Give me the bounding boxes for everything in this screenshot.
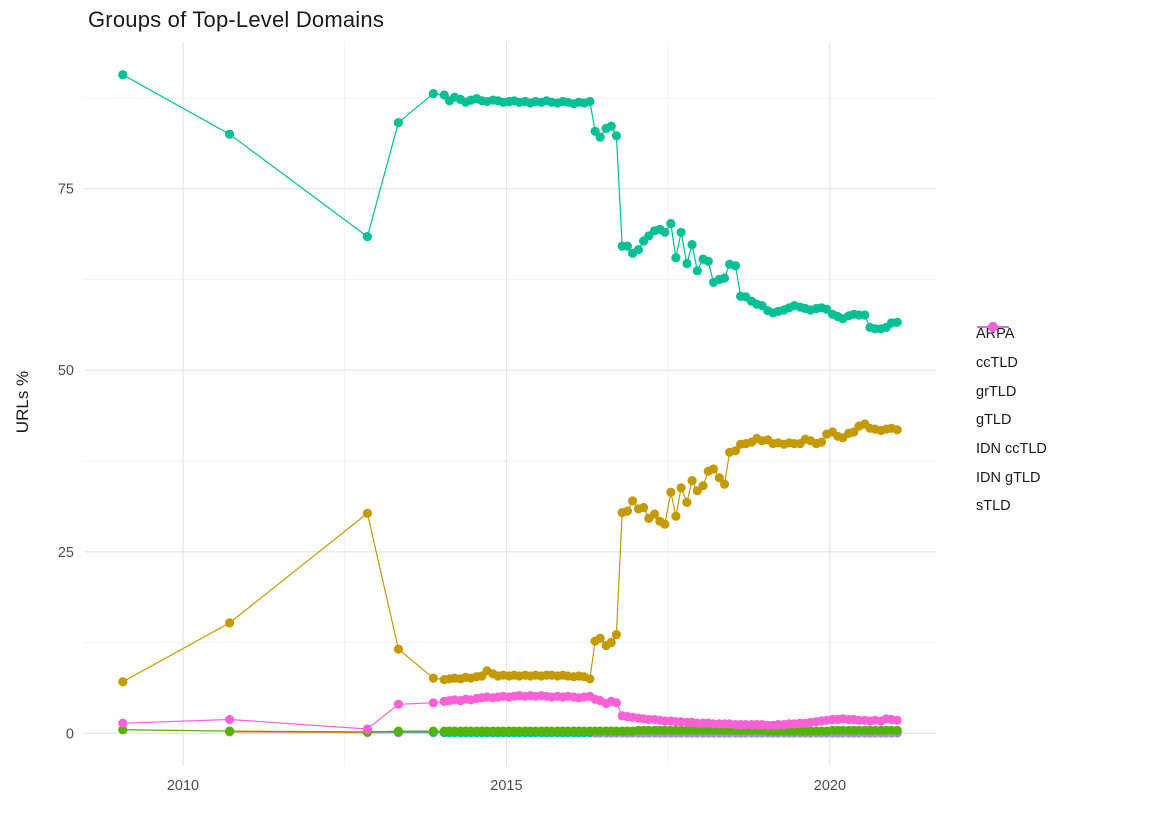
- data-point: [362, 724, 372, 734]
- data-point: [585, 96, 595, 107]
- y-tick-label: 25: [58, 545, 74, 561]
- data-point: [892, 425, 902, 435]
- data-point: [428, 726, 438, 736]
- data-point: [660, 519, 670, 529]
- data-point: [393, 118, 403, 128]
- data-point: [225, 726, 235, 736]
- data-point: [611, 698, 622, 708]
- data-point: [428, 673, 438, 683]
- data-point: [666, 487, 676, 497]
- legend-item-stld: sTLD: [976, 322, 1047, 521]
- data-point: [730, 261, 741, 271]
- x-tick-label: 2010: [167, 778, 199, 794]
- data-point: [682, 497, 692, 507]
- data-point: [362, 508, 372, 518]
- data-point: [714, 473, 724, 483]
- data-point: [698, 481, 708, 491]
- data-point: [606, 637, 616, 648]
- data-point: [428, 89, 438, 99]
- legend-label: IDN ccTLD: [976, 441, 1047, 458]
- data-point: [719, 273, 730, 283]
- data-point: [650, 509, 660, 519]
- data-point: [118, 70, 128, 80]
- data-point: [225, 714, 235, 725]
- legend-label: sTLD: [976, 498, 1011, 515]
- data-point: [639, 502, 649, 513]
- series-line: [122, 423, 898, 683]
- data-point: [860, 310, 870, 320]
- legend-key-point: [988, 322, 998, 332]
- data-point: [730, 446, 741, 456]
- data-point: [687, 476, 697, 486]
- x-tick-label: 2015: [490, 778, 522, 794]
- legend-item-idn-gtld: IDN gTLD: [976, 322, 1047, 492]
- data-point: [585, 674, 595, 684]
- data-point: [682, 258, 692, 269]
- x-tick-label: 2020: [814, 778, 846, 794]
- data-point: [703, 256, 713, 266]
- data-point: [633, 245, 644, 255]
- data-point: [622, 506, 633, 516]
- data-point: [719, 479, 730, 489]
- data-point: [225, 618, 235, 628]
- data-point: [692, 266, 702, 276]
- y-tick-label: 0: [66, 726, 74, 742]
- data-point: [671, 511, 681, 521]
- data-point: [892, 725, 902, 736]
- data-point: [671, 253, 681, 263]
- data-point: [816, 437, 827, 447]
- data-point: [676, 483, 686, 493]
- data-point: [849, 427, 859, 437]
- legend-item-cctld: ccTLD: [976, 322, 1047, 378]
- y-tick-label: 75: [58, 182, 74, 198]
- legend-item-idn-cctld: IDN ccTLD: [976, 322, 1047, 464]
- legend-label: IDN gTLD: [976, 469, 1041, 486]
- data-point: [595, 132, 605, 142]
- data-point: [118, 718, 128, 728]
- legend-label: ARPA: [976, 326, 1015, 343]
- data-point: [225, 129, 235, 139]
- data-point: [428, 698, 438, 708]
- series-gtld: [118, 70, 902, 334]
- data-point: [676, 227, 686, 237]
- legend-label: gTLD: [976, 412, 1012, 429]
- legend-label: grTLD: [976, 383, 1017, 400]
- legend-label: ccTLD: [976, 355, 1018, 372]
- data-point: [118, 725, 128, 735]
- data-point: [393, 699, 403, 709]
- data-point: [892, 715, 902, 725]
- data-point: [611, 630, 622, 640]
- legend-key-icon: [977, 322, 1009, 332]
- data-point: [595, 633, 605, 643]
- legend-item-grtld: grTLD: [976, 322, 1047, 406]
- series-cctld: [118, 419, 902, 687]
- data-point: [708, 464, 719, 474]
- data-point: [118, 677, 128, 687]
- data-point: [687, 240, 697, 250]
- y-tick-label: 50: [58, 363, 74, 379]
- series-line: [122, 74, 898, 330]
- data-point: [660, 227, 670, 237]
- data-point: [628, 496, 638, 506]
- data-point: [611, 131, 622, 141]
- legend-item-gtld: gTLD: [976, 322, 1047, 435]
- data-point: [666, 218, 676, 229]
- data-point: [393, 644, 403, 654]
- data-point: [362, 232, 372, 242]
- data-point: [892, 317, 902, 327]
- data-point: [622, 241, 633, 251]
- data-point: [606, 121, 616, 131]
- data-point: [393, 726, 403, 736]
- chart-title: Groups of Top-Level Domains: [88, 7, 385, 32]
- legend: ARPA ccTLD grTLD gTLD IDN ccTLD IDN gTLD sTLD: [976, 320, 1047, 521]
- series-stld: [118, 691, 902, 734]
